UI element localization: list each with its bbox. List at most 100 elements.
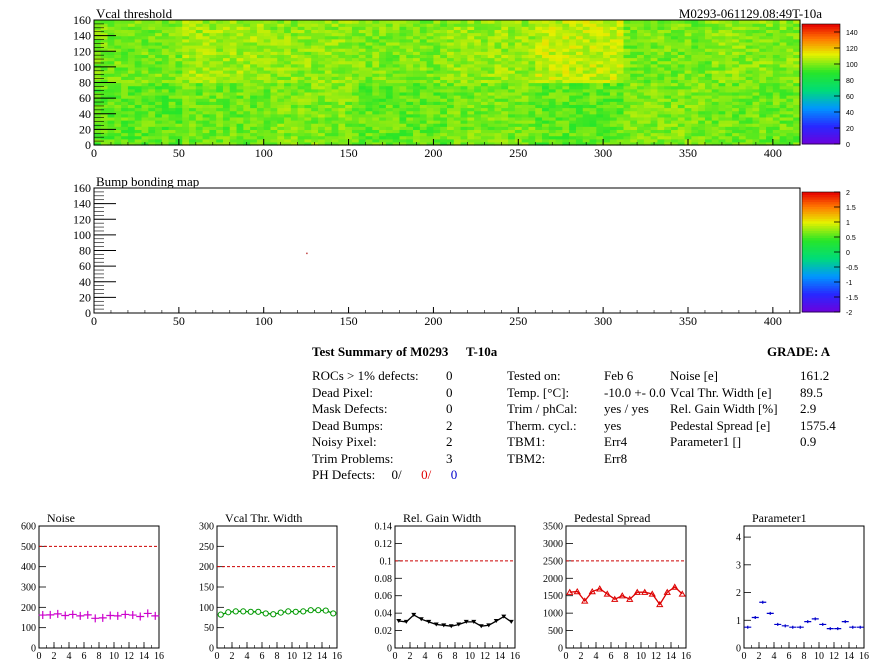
heatmap-cell (114, 23, 122, 27)
heatmap-cell (100, 23, 109, 27)
heatmap-cell (575, 141, 584, 146)
heatmap-cell (521, 135, 530, 140)
heatmap-cell (671, 116, 679, 121)
colorbar-band (802, 285, 840, 289)
y-tick-label: 80 (79, 76, 91, 90)
heatmap-cell (175, 41, 183, 46)
heatmap-cell (433, 95, 441, 99)
heatmap-cell (698, 110, 706, 115)
heatmap-cell (766, 29, 774, 34)
heatmap-cell (155, 23, 163, 27)
heatmap-cell (745, 120, 754, 124)
heatmap-cell (637, 32, 645, 37)
heatmap-cell (657, 32, 665, 37)
heatmap-cell (141, 101, 149, 105)
heatmap-cell (480, 101, 489, 105)
heatmap-cell (189, 48, 197, 52)
heatmap-cell (134, 60, 143, 65)
heatmap-cell (209, 138, 217, 143)
heatmap-cell (752, 82, 760, 87)
data-point (581, 597, 589, 604)
heatmap-cell (555, 29, 564, 34)
heatmap-cell (467, 57, 475, 62)
heatmap-cell (671, 110, 679, 115)
heatmap-cell (372, 63, 380, 68)
heatmap-cell (772, 110, 781, 115)
heatmap-cell (487, 20, 496, 24)
heatmap-cell (453, 54, 462, 59)
heatmap-cell (284, 116, 292, 121)
defect-label: Dead Pixel: (312, 384, 374, 400)
heatmap-cell (725, 23, 733, 27)
heatmap-cell (440, 41, 448, 46)
heatmap-cell (569, 113, 577, 118)
heatmap-cell (419, 23, 428, 27)
heatmap-cell (474, 113, 482, 118)
heatmap-cell (351, 98, 360, 102)
heatmap-cell (616, 20, 625, 24)
map-frame (93, 187, 801, 314)
heatmap-cell (440, 141, 448, 146)
heatmap-cell (250, 129, 258, 134)
heatmap-cell (548, 104, 557, 109)
heatmap-cell (100, 76, 109, 80)
heatmap-cell (365, 41, 373, 46)
colorbar-band (802, 266, 840, 270)
heatmap-cell (501, 107, 509, 112)
heatmap-cell (474, 132, 482, 137)
heatmap-cell (643, 85, 652, 90)
heatmap-cell (365, 66, 373, 71)
heatmap-cell (216, 88, 224, 93)
heatmap-cell (575, 135, 584, 140)
heatmap-cell (155, 32, 163, 37)
heatmap-cell (338, 88, 346, 93)
heatmap-cell (575, 123, 584, 127)
heatmap-cell (772, 138, 781, 143)
heatmap-cell (236, 129, 244, 134)
heatmap-cell (189, 88, 197, 93)
heatmap-cell (256, 51, 265, 55)
heatmap-cell (161, 70, 170, 74)
x-tick-label: 8 (275, 651, 280, 662)
heatmap-cell (351, 76, 360, 80)
heatmap-cell (671, 45, 679, 49)
heatmap-cell (786, 70, 794, 74)
heatmap-cell (704, 20, 713, 24)
data-point (678, 590, 686, 597)
heatmap-cell (759, 76, 767, 80)
x-tick-label: 6 (82, 651, 87, 662)
heatmap-cell (297, 32, 306, 37)
colorbar-tick-label: 40 (846, 110, 854, 117)
heatmap-cell (650, 138, 659, 143)
heatmap-cell (684, 113, 692, 118)
heatmap-cell (548, 76, 557, 80)
heatmap-cell (216, 79, 224, 84)
colorbar-band (802, 249, 840, 253)
heatmap-cell (711, 135, 720, 140)
heatmap-cell (657, 85, 665, 90)
heatmap-cell (704, 95, 713, 99)
heatmap-cell (297, 20, 306, 24)
heatmap-cell (657, 54, 665, 59)
heatmap-cell (440, 138, 448, 143)
heatmap-cell (168, 104, 177, 109)
x-tick-label: 14 (495, 651, 505, 662)
heatmap-cell (637, 116, 645, 121)
heatmap-cell (127, 23, 136, 27)
heatmap-cell (107, 57, 115, 62)
heatmap-cell (419, 120, 428, 124)
heatmap-cell (759, 107, 767, 112)
heatmap-cell (243, 107, 251, 112)
heatmap-cell (297, 95, 306, 99)
heatmap-cell (358, 113, 367, 118)
heatmap-cell (399, 20, 407, 24)
heatmap-cell (447, 91, 455, 96)
heatmap-cell (277, 57, 285, 62)
heatmap-cell (650, 66, 659, 71)
heatmap-cell (100, 51, 109, 55)
defect-value: 3 (446, 450, 453, 466)
heatmap-cell (643, 88, 652, 93)
heatmap-cell (399, 63, 407, 68)
heatmap-cell (413, 48, 421, 52)
x-tick-label: 10 (465, 651, 475, 662)
